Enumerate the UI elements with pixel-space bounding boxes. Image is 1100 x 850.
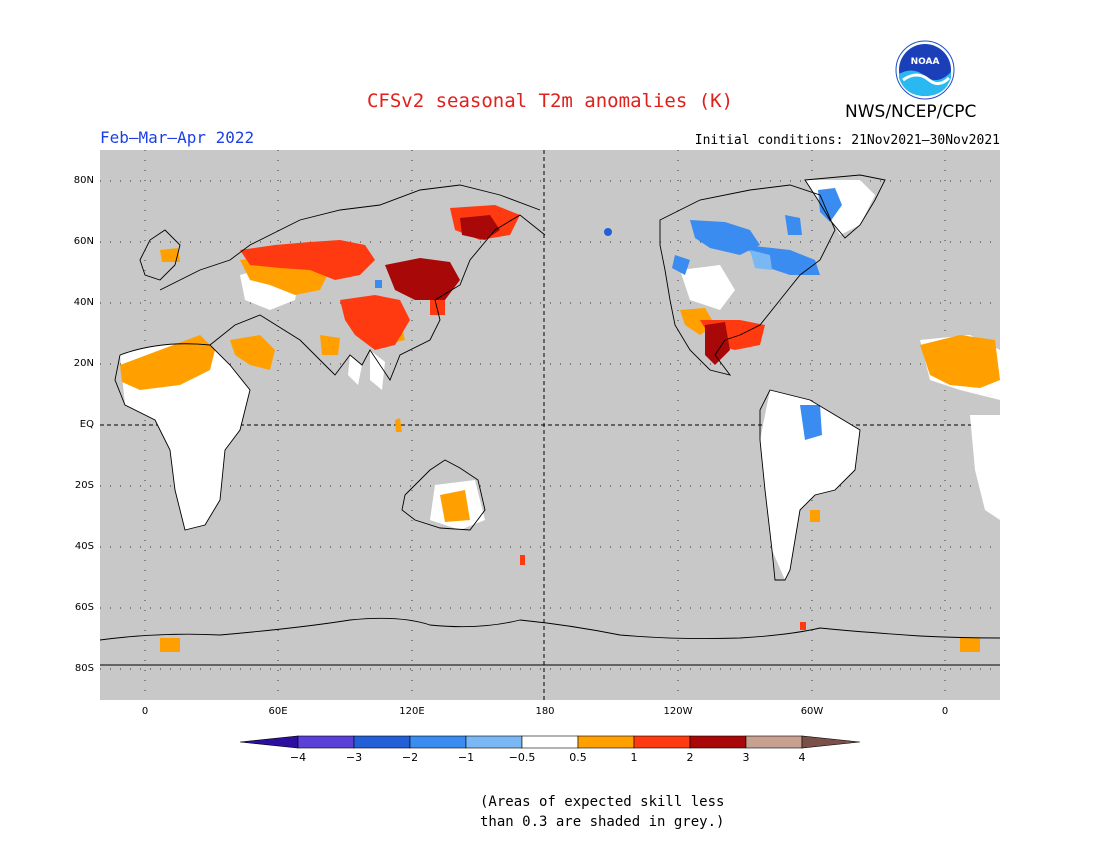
colorbar-cell [689,735,747,749]
anomaly-map [100,150,1000,700]
slight-cold-areas [750,250,772,270]
cold-anomaly-areas [375,188,842,440]
lat-label: 40S [74,541,94,552]
colorbar-tick-label: −1 [458,751,474,764]
lat-label: 20S [74,480,94,491]
colorbar-cell [409,735,467,749]
colorbar-tick-label: 0.5 [569,751,587,764]
initial-conditions: Initial conditions: 21Nov2021–30Nov2021 [694,133,1000,148]
colorbar-cell [465,735,523,749]
lat-label: EQ [79,419,94,430]
lat-label: 40N [73,297,94,308]
warm-anomaly-3 [385,215,730,365]
map-title: CFSv2 seasonal T2m anomalies (K) [366,90,734,112]
colorbar-cell [353,735,411,749]
moderate-cold-areas [604,228,612,236]
skill-note-line2: than 0.3 are shaded in grey.) [480,814,725,830]
colorbar-tick-label: −4 [290,751,306,764]
lon-label: 120W [663,706,693,717]
colorbar-cell [521,735,579,749]
lat-label: 60S [74,602,94,613]
colorbar-tick-label: 2 [687,751,694,764]
coastlines [100,174,1000,666]
warm-anomaly-1 [120,248,1000,652]
colorbar-ticks: −4 −3 −2 −1 −0.5 0.5 1 2 3 4 [290,751,806,764]
noaa-logo-text: NOAA [911,57,940,67]
lat-label: 80N [73,175,94,186]
lon-label: 180 [535,706,555,717]
skill-note: (Areas of expected skill less than 0.3 a… [480,792,724,832]
lon-label: 0 [941,706,949,717]
lat-label: 60N [73,236,94,247]
agency-label: NWS/NCEP/CPC [845,102,977,122]
colorbar-tick-label: 1 [631,751,638,764]
colorbar-cell [297,735,355,749]
colorbar-cells [239,735,861,749]
colorbar-cell [633,735,691,749]
colorbar-cell [801,735,861,749]
lat-label: 80S [74,663,94,674]
colorbar-cell [577,735,635,749]
colorbar-tick-label: −2 [402,751,418,764]
colorbar-tick-label: 4 [799,751,806,764]
colorbar-tick-label: −0.5 [509,751,536,764]
skill-note-line1: (Areas of expected skill less [480,794,725,810]
colorbar: −4 −3 −2 −1 −0.5 0.5 1 2 3 4 [239,735,861,764]
forecast-period: Feb–Mar–Apr 2022 [100,128,255,147]
colorbar-tick-label: −3 [346,751,362,764]
lon-label: 120E [399,706,425,717]
lon-label: 0 [141,706,149,717]
colorbar-cell [745,735,803,749]
colorbar-cell [239,735,299,749]
lon-label: 60E [268,706,288,717]
lat-label: 20N [73,358,94,369]
colorbar-tick-label: 3 [743,751,750,764]
lon-label: 60W [800,706,824,717]
noaa-logo: NOAA [895,40,955,100]
